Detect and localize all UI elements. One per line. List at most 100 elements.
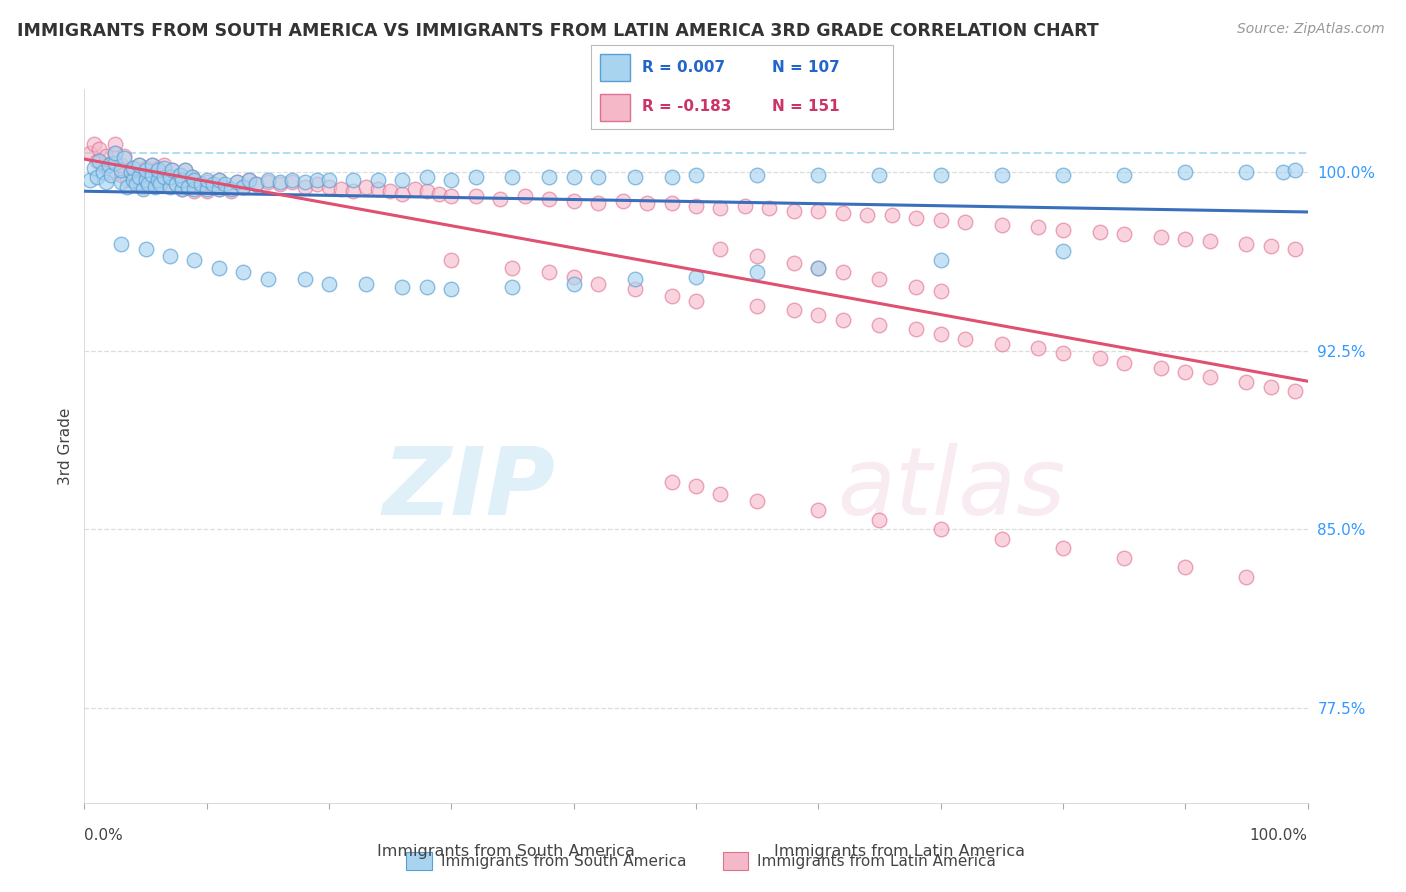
Text: 0.0%: 0.0% (84, 828, 124, 843)
Point (149, 178, 172, 192)
Point (135, 163, 157, 178)
Point (747, 265, 769, 279)
Point (208, 182, 231, 196)
Point (269, 175, 291, 189)
Bar (406, 853, 432, 871)
Text: R = 0.007: R = 0.007 (643, 60, 725, 75)
Point (128, 158, 150, 172)
Point (869, 168, 891, 182)
Point (146, 170, 169, 185)
Point (869, 272, 891, 286)
Point (91, 165, 114, 179)
Point (294, 179, 316, 194)
Point (513, 189, 536, 203)
Point (929, 522, 952, 536)
Point (1284, 242, 1306, 256)
Point (135, 172, 157, 186)
Point (464, 170, 486, 185)
Point (136, 178, 159, 192)
Point (1174, 365, 1197, 379)
Point (159, 170, 181, 185)
Point (1174, 232, 1197, 246)
Point (734, 199, 756, 213)
Point (208, 260, 231, 275)
Point (159, 179, 181, 194)
Point (153, 170, 176, 185)
Point (856, 208, 879, 222)
Bar (599, 54, 630, 81)
Point (172, 182, 194, 196)
Point (624, 282, 647, 296)
Point (783, 203, 806, 218)
Point (586, 170, 609, 185)
Point (416, 185, 439, 199)
Point (110, 236, 132, 251)
Point (747, 249, 769, 263)
Point (562, 194, 585, 208)
Point (190, 178, 212, 192)
Point (169, 168, 191, 182)
Text: Immigrants from South America: Immigrants from South America (377, 845, 636, 859)
Point (169, 168, 191, 182)
Point (208, 182, 231, 196)
Point (159, 170, 181, 185)
Point (110, 158, 132, 172)
Point (195, 172, 218, 186)
Point (183, 172, 205, 186)
Point (758, 201, 780, 215)
Point (1114, 168, 1136, 182)
Point (226, 175, 249, 189)
Point (330, 182, 353, 196)
Point (807, 308, 830, 322)
Point (586, 277, 609, 292)
Point (143, 178, 166, 192)
Point (342, 172, 364, 186)
Point (232, 179, 254, 194)
Point (183, 182, 205, 196)
Point (128, 168, 150, 182)
Point (391, 279, 413, 293)
Point (991, 218, 1014, 232)
Point (183, 253, 205, 268)
Point (1236, 375, 1258, 389)
Point (502, 279, 524, 293)
Point (1052, 168, 1074, 182)
Point (146, 163, 169, 178)
Point (122, 170, 145, 185)
Text: 100.0%: 100.0% (1250, 828, 1308, 843)
Point (354, 179, 377, 194)
Point (104, 156, 127, 170)
Point (612, 194, 634, 208)
Point (318, 277, 340, 292)
Point (115, 172, 138, 186)
Point (281, 172, 304, 186)
Bar (599, 94, 630, 120)
Point (183, 185, 205, 199)
Point (1198, 370, 1220, 384)
Point (232, 179, 254, 194)
Point (245, 178, 267, 192)
Point (1052, 222, 1074, 236)
Text: R = -0.183: R = -0.183 (643, 99, 731, 114)
Point (380, 185, 402, 199)
Point (685, 270, 707, 285)
Point (132, 179, 155, 194)
Point (489, 192, 512, 206)
Point (132, 182, 155, 196)
Point (181, 170, 204, 185)
Point (305, 172, 328, 186)
Point (1284, 384, 1306, 399)
Point (538, 265, 561, 279)
Point (100, 156, 122, 170)
Point (1284, 163, 1306, 178)
Point (96, 175, 118, 189)
Point (1260, 379, 1282, 393)
Point (135, 161, 157, 175)
Point (86, 153, 108, 168)
Point (190, 179, 212, 194)
Point (807, 260, 830, 275)
Point (440, 189, 463, 203)
Point (1174, 165, 1197, 179)
Point (115, 179, 138, 194)
Point (354, 277, 377, 292)
